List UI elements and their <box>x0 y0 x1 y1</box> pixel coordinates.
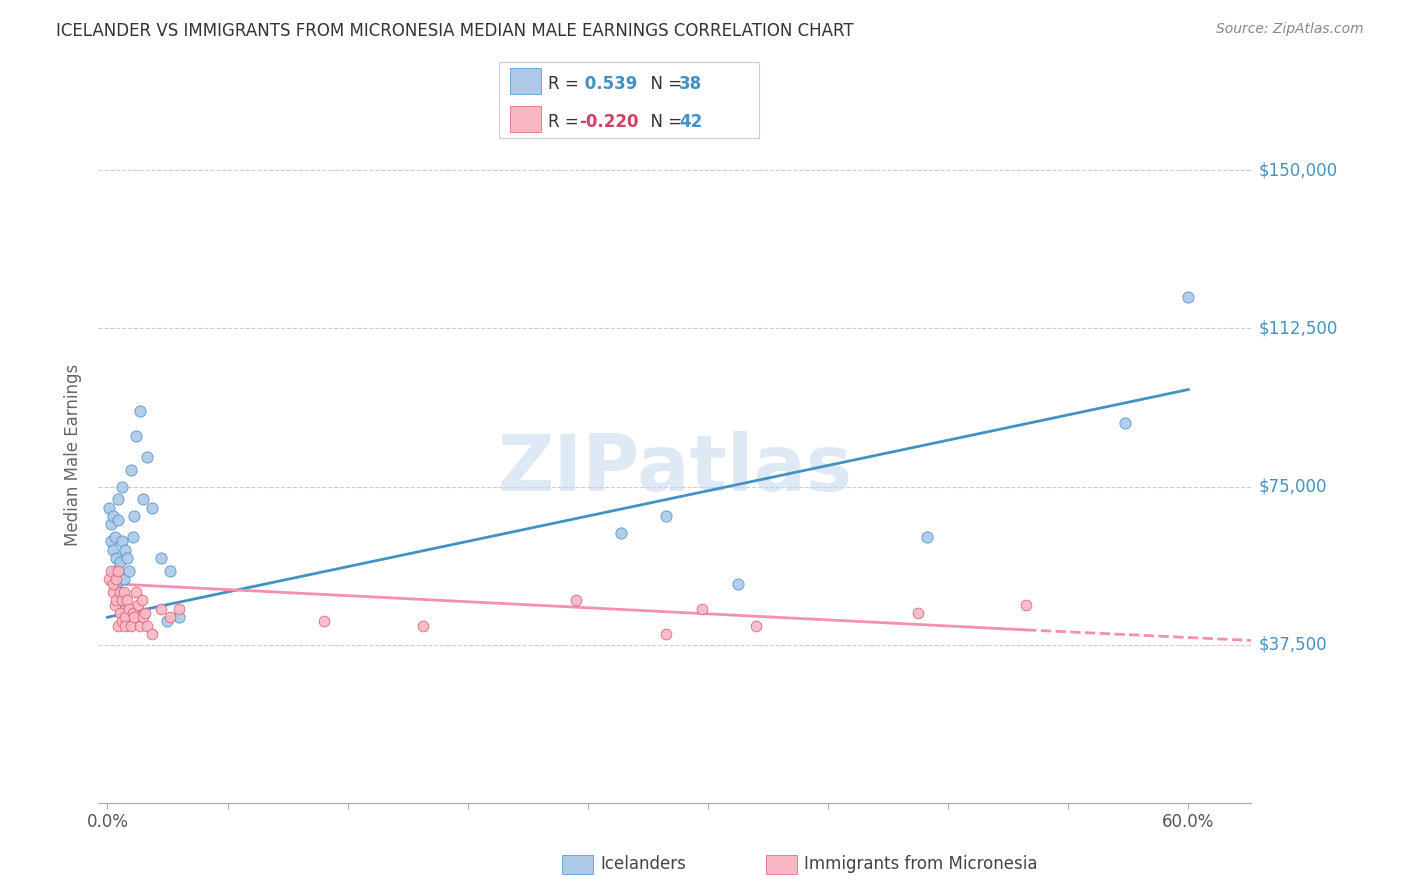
Point <box>312 615 335 629</box>
Point <box>100 517 122 532</box>
Point <box>132 610 155 624</box>
Point <box>117 551 138 566</box>
Point <box>105 593 128 607</box>
Point <box>565 593 588 607</box>
Point <box>141 500 163 515</box>
Point <box>907 606 929 620</box>
Point <box>915 530 938 544</box>
Text: 42: 42 <box>679 112 703 130</box>
Point <box>121 530 143 544</box>
Point <box>655 509 678 524</box>
Point <box>98 572 121 586</box>
Point <box>107 564 129 578</box>
Y-axis label: Median Male Earnings: Median Male Earnings <box>65 364 83 546</box>
Text: $112,500: $112,500 <box>1258 319 1337 337</box>
Point <box>136 450 159 464</box>
Point <box>105 551 128 566</box>
Point <box>114 542 136 557</box>
Point <box>124 610 146 624</box>
Point <box>128 403 150 417</box>
Point <box>111 615 134 629</box>
Point <box>125 585 148 599</box>
Point <box>108 585 131 599</box>
Point <box>690 602 713 616</box>
Point <box>101 542 124 557</box>
Point <box>105 576 128 591</box>
Point <box>101 509 124 524</box>
Point <box>128 618 150 632</box>
Point <box>124 509 146 524</box>
Point <box>136 618 159 632</box>
Point <box>125 429 148 443</box>
Point <box>169 602 191 616</box>
Point <box>610 525 633 540</box>
Text: R =: R = <box>548 112 585 130</box>
Point <box>141 627 163 641</box>
Text: ZIPatlas: ZIPatlas <box>498 431 852 507</box>
Text: Immigrants from Micronesia: Immigrants from Micronesia <box>804 855 1038 873</box>
Point <box>107 492 129 507</box>
Point <box>107 618 129 632</box>
Point <box>745 618 768 632</box>
Point <box>150 602 173 616</box>
Text: 38: 38 <box>679 75 702 93</box>
Point <box>108 606 131 620</box>
Point <box>114 618 136 632</box>
Point <box>159 610 181 624</box>
Point <box>114 602 136 616</box>
Text: $37,500: $37,500 <box>1258 636 1327 654</box>
Point <box>727 576 749 591</box>
Text: N =: N = <box>640 112 688 130</box>
Point <box>117 593 138 607</box>
Point <box>104 564 127 578</box>
Point <box>101 576 124 591</box>
Point <box>169 610 191 624</box>
Text: $150,000: $150,000 <box>1258 161 1337 179</box>
Point <box>118 602 141 616</box>
Point <box>101 585 124 599</box>
Point <box>100 534 122 549</box>
Point <box>104 530 127 544</box>
Text: -0.220: -0.220 <box>579 112 638 130</box>
Text: Icelanders: Icelanders <box>600 855 686 873</box>
Point <box>1015 598 1038 612</box>
Point <box>118 564 141 578</box>
Point <box>127 598 149 612</box>
Point <box>111 593 134 607</box>
Point <box>108 585 131 599</box>
Text: Source: ZipAtlas.com: Source: ZipAtlas.com <box>1216 22 1364 37</box>
Text: R =: R = <box>548 75 585 93</box>
Point <box>98 500 121 515</box>
Point <box>100 564 122 578</box>
Point <box>120 463 142 477</box>
Text: ICELANDER VS IMMIGRANTS FROM MICRONESIA MEDIAN MALE EARNINGS CORRELATION CHART: ICELANDER VS IMMIGRANTS FROM MICRONESIA … <box>56 22 853 40</box>
Point <box>134 606 156 620</box>
Point <box>111 479 134 493</box>
Point <box>1177 290 1199 304</box>
Point <box>107 513 129 527</box>
Point <box>159 564 181 578</box>
Point <box>120 618 142 632</box>
Point <box>114 610 136 624</box>
Point <box>112 585 135 599</box>
Point <box>131 593 153 607</box>
Point <box>105 572 128 586</box>
Point <box>121 606 143 620</box>
Text: $75,000: $75,000 <box>1258 477 1327 496</box>
Point <box>412 618 434 632</box>
Point <box>111 534 134 549</box>
Point <box>156 615 179 629</box>
Point <box>655 627 678 641</box>
Point <box>108 556 131 570</box>
Text: N =: N = <box>640 75 688 93</box>
Text: 0.539: 0.539 <box>579 75 638 93</box>
Point <box>104 598 127 612</box>
Point <box>132 492 155 507</box>
Point <box>112 572 135 586</box>
Point <box>150 551 173 566</box>
Point <box>1114 417 1136 431</box>
